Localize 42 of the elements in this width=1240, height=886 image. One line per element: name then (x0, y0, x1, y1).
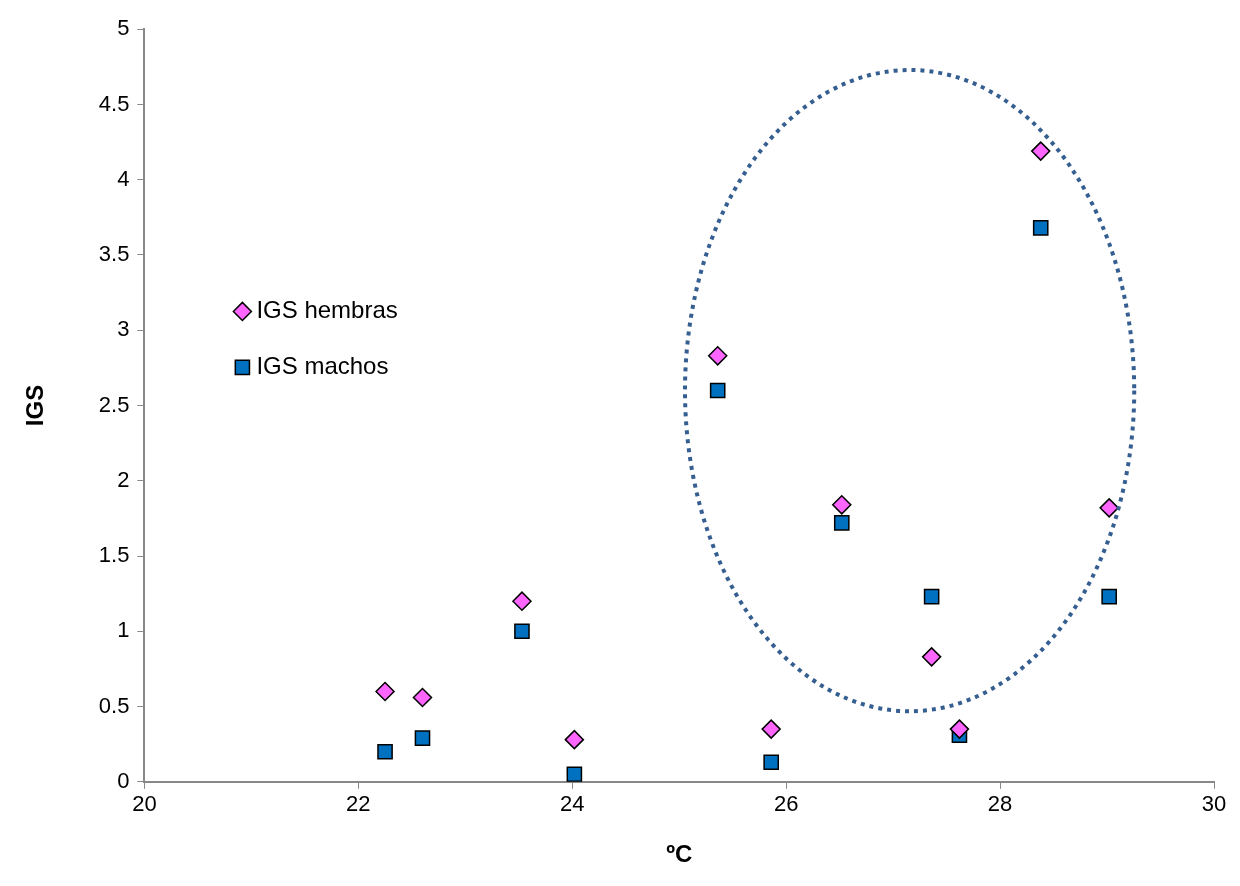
point (564, 729, 585, 750)
x-tick-label: 30 (1201, 791, 1227, 817)
y-tick-label: 5 (117, 15, 130, 41)
y-tick-label: 2 (117, 466, 130, 492)
point (375, 681, 395, 702)
point (514, 623, 530, 640)
point (512, 591, 532, 611)
point (1030, 141, 1051, 161)
point (707, 346, 728, 366)
point (1101, 588, 1117, 605)
y-tick-label: 3 (117, 316, 130, 342)
x-axis-title: ºC (666, 840, 693, 868)
point (763, 754, 779, 771)
x-tick-label: 28 (987, 791, 1013, 817)
y-tick-label: 0.5 (98, 692, 130, 718)
x-tick-label: 20 (132, 791, 157, 817)
y-tick-label: 2.5 (98, 391, 130, 417)
x-tick-label: 26 (773, 791, 799, 817)
point (566, 766, 583, 782)
point (412, 687, 433, 708)
point (833, 515, 850, 531)
y-tick-label: 4.5 (98, 90, 130, 116)
y-tick-label: 0 (117, 767, 130, 793)
y-tick-label: 1 (117, 617, 130, 643)
point (923, 588, 940, 605)
legend-label: IGS hembras (256, 296, 398, 324)
point (1032, 220, 1049, 236)
y-axis-title: IGS (21, 384, 49, 427)
point (414, 730, 431, 746)
point (949, 719, 970, 739)
y-tick-label: 3.5 (98, 241, 130, 267)
x-tick-label: 22 (346, 791, 371, 817)
point (1099, 498, 1119, 518)
point (761, 719, 781, 739)
point (832, 495, 852, 515)
legend-label: IGS machos (256, 352, 389, 380)
point (377, 743, 393, 760)
y-tick-label: 4 (117, 165, 130, 191)
y-tick-label: 1.5 (98, 542, 130, 568)
point (921, 647, 942, 667)
x-tick-label: 24 (559, 791, 585, 817)
point (709, 382, 726, 399)
